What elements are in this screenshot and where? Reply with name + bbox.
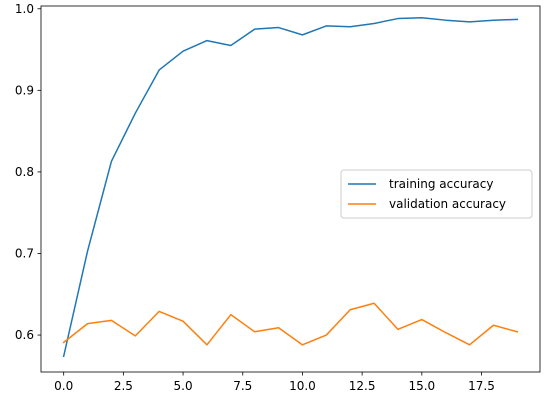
y-tick-label: 0.6 bbox=[15, 328, 34, 342]
x-tick-label: 7.5 bbox=[233, 379, 252, 393]
x-tick-label: 12.5 bbox=[349, 379, 376, 393]
y-tick-label: 0.8 bbox=[15, 165, 34, 179]
series-line-training bbox=[62, 17, 519, 358]
x-tick-label: 2.5 bbox=[114, 379, 133, 393]
x-tick-label: 17.5 bbox=[468, 379, 495, 393]
legend: training accuracy validation accuracy bbox=[340, 169, 533, 219]
x-tick-label: 5.0 bbox=[174, 379, 193, 393]
y-axis: 0.6 0.7 0.8 0.9 1.0 bbox=[15, 2, 41, 342]
x-tick-label: 10.0 bbox=[289, 379, 316, 393]
plot-frame bbox=[40, 5, 541, 373]
legend-label-training: training accuracy bbox=[389, 177, 493, 191]
legend-label-validation: validation accuracy bbox=[389, 197, 506, 211]
x-tick-label: 15.0 bbox=[408, 379, 435, 393]
series-layer bbox=[62, 17, 519, 358]
y-tick-label: 1.0 bbox=[15, 2, 34, 16]
y-tick-label: 0.7 bbox=[15, 246, 34, 260]
x-axis: 0.0 2.5 5.0 7.5 10.0 12.5 15.0 17.5 bbox=[54, 372, 495, 393]
legend-box bbox=[340, 169, 533, 219]
x-tick-label: 0.0 bbox=[54, 379, 73, 393]
y-tick-label: 0.9 bbox=[15, 83, 34, 97]
series-line-validation bbox=[62, 302, 519, 346]
